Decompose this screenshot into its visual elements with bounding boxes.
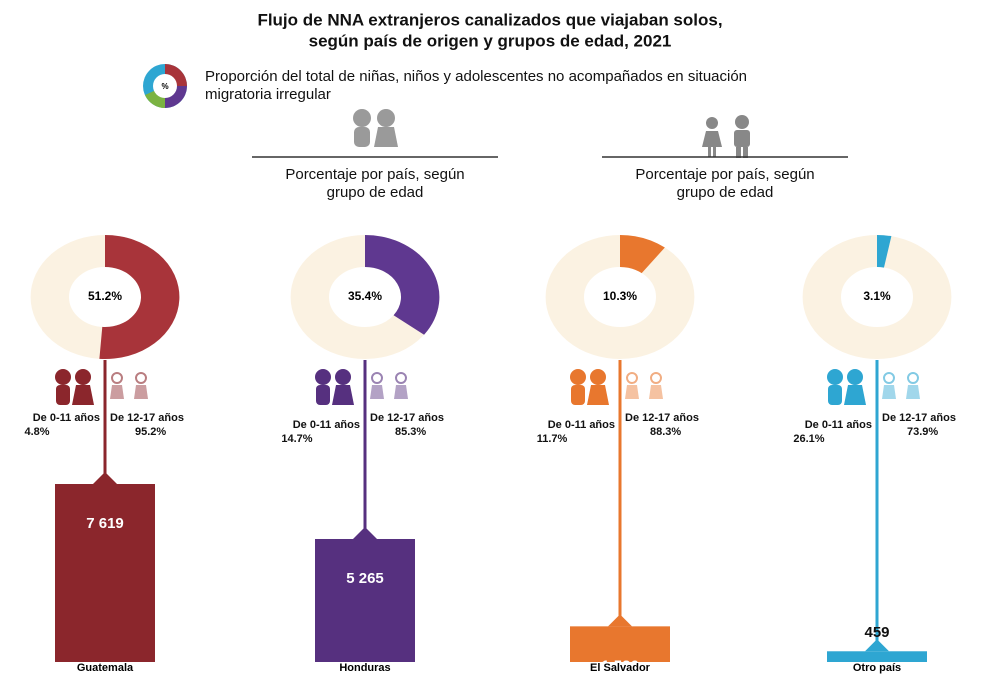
donut (290, 235, 440, 359)
donut-segment (365, 235, 440, 335)
icon (335, 369, 351, 385)
icon (571, 385, 585, 405)
age-value: 73.9% (907, 426, 938, 438)
donut-label: 3.1% (863, 289, 891, 303)
age-value: 14.7% (281, 433, 312, 445)
age-label: De 12-17 años (625, 412, 699, 424)
pointer (608, 614, 632, 627)
bar-label: 5 265 (346, 570, 384, 587)
icon (649, 385, 663, 399)
icon (847, 369, 863, 385)
legend-icon (143, 64, 187, 108)
icon (844, 385, 866, 405)
bar (827, 651, 927, 662)
age-label: De 0-11 años (33, 412, 100, 424)
children-icon (353, 109, 398, 147)
icon (590, 369, 606, 385)
icon (134, 385, 148, 399)
icon (56, 385, 70, 405)
icon (135, 372, 147, 384)
bar-label: 1 526 (601, 657, 639, 674)
age-value: 95.2% (135, 426, 166, 438)
donut-segment (620, 235, 665, 274)
icon (827, 369, 843, 385)
icon (625, 385, 639, 399)
age-label: De 12-17 años (882, 412, 956, 424)
icon (111, 372, 123, 384)
bar-label: 459 (864, 624, 889, 641)
note: migratoria irregular (205, 86, 331, 103)
bar-label: 7 619 (86, 515, 124, 532)
donut-label: 51.2% (88, 289, 122, 303)
legend-icon-label: % (161, 82, 168, 91)
icon (570, 369, 586, 385)
age-icons (55, 369, 148, 405)
donut (545, 235, 695, 359)
icon (72, 385, 94, 405)
age-value: 4.8% (24, 426, 49, 438)
pointer (93, 472, 117, 484)
donut-label: 10.3% (603, 289, 637, 303)
icon (332, 385, 354, 405)
donut-label: 35.4% (348, 289, 382, 303)
icon (75, 369, 91, 385)
age-value: 85.3% (395, 426, 426, 438)
icon (55, 369, 71, 385)
donut-segment (877, 235, 892, 268)
icon (883, 372, 895, 384)
category-label: Guatemala (77, 662, 134, 674)
bar (315, 538, 415, 662)
age-label: De 12-17 años (110, 412, 184, 424)
age-label: De 0-11 años (548, 419, 615, 431)
donut-segment (99, 235, 180, 359)
pointer (353, 526, 377, 539)
icon (650, 372, 662, 384)
icon (882, 385, 896, 399)
pointer (865, 639, 889, 652)
age-label: De 0-11 años (805, 419, 872, 431)
category-label: Honduras (339, 662, 390, 674)
icon (906, 385, 920, 399)
teens-icon (702, 115, 750, 158)
donut (30, 235, 180, 359)
age-value: 11.7% (537, 433, 568, 445)
icon (371, 372, 383, 384)
icon (907, 372, 919, 384)
age-icons (315, 369, 408, 405)
icon (370, 385, 384, 399)
icon (587, 385, 609, 405)
age-label: De 0-11 años (293, 419, 360, 431)
age-icons (570, 369, 663, 405)
age-value: 26.1% (793, 433, 824, 445)
age-value: 88.3% (650, 426, 681, 438)
section-header: Porcentaje por país, según (285, 166, 464, 183)
icon (395, 372, 407, 384)
title: según país de origen y grupos de edad, 2… (309, 31, 672, 50)
title: Flujo de NNA extranjeros canalizados que… (257, 10, 722, 29)
age-icons (827, 369, 920, 405)
section-header: grupo de edad (327, 184, 424, 201)
bar (55, 484, 155, 662)
icon (626, 372, 638, 384)
icon (316, 385, 330, 405)
note: Proporción del total de niñas, niños y a… (205, 68, 747, 85)
icon (110, 385, 124, 399)
icon (394, 385, 408, 399)
category-label: El Salvador (590, 662, 651, 674)
section-header: Porcentaje por país, según (635, 166, 814, 183)
icon (315, 369, 331, 385)
donut (802, 235, 952, 359)
category-label: Otro país (853, 662, 901, 674)
age-label: De 12-17 años (370, 412, 444, 424)
bar (570, 626, 670, 662)
icon (828, 385, 842, 405)
section-header: grupo de edad (677, 184, 774, 201)
